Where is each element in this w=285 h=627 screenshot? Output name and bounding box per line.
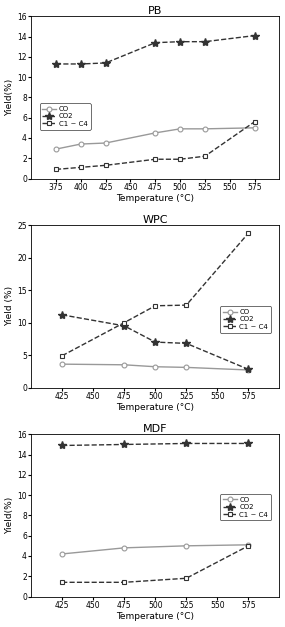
CO2 (60, 441, 64, 449)
CO2 (178, 38, 182, 45)
X-axis label: Temperature (°C): Temperature (°C) (116, 194, 194, 203)
CO2 (247, 366, 250, 373)
CO2 (154, 39, 157, 46)
C1 ~ C4 (154, 302, 157, 310)
Line: C1 ~ C4: C1 ~ C4 (54, 119, 257, 172)
C1 ~ C4 (54, 166, 58, 173)
CO (247, 541, 250, 549)
C1 ~ C4 (123, 319, 126, 327)
CO2 (253, 32, 256, 40)
CO2 (79, 60, 82, 68)
C1 ~ C4 (247, 229, 250, 237)
CO2 (203, 38, 207, 45)
C1 ~ C4 (79, 164, 82, 171)
Line: CO: CO (54, 125, 257, 152)
Legend: CO, CO2, C1 ~ C4: CO, CO2, C1 ~ C4 (40, 103, 91, 130)
Y-axis label: Yield(%): Yield(%) (5, 497, 15, 534)
C1 ~ C4 (185, 302, 188, 309)
Legend: CO, CO2, C1 ~ C4: CO, CO2, C1 ~ C4 (220, 306, 271, 332)
CO2 (60, 311, 64, 319)
Title: PB: PB (148, 6, 162, 16)
Title: WPC: WPC (142, 214, 168, 224)
C1 ~ C4 (247, 542, 250, 550)
CO2 (123, 322, 126, 330)
Legend: CO, CO2, C1 ~ C4: CO, CO2, C1 ~ C4 (220, 494, 271, 520)
CO (60, 361, 64, 368)
CO2 (185, 440, 188, 447)
C1 ~ C4 (185, 574, 188, 582)
C1 ~ C4 (203, 152, 207, 160)
CO (123, 544, 126, 552)
CO (104, 139, 107, 147)
CO2 (123, 441, 126, 448)
CO2 (54, 60, 58, 68)
Y-axis label: Yield(%): Yield(%) (5, 79, 15, 116)
C1 ~ C4 (123, 579, 126, 586)
Line: CO: CO (60, 362, 251, 372)
CO (247, 366, 250, 374)
Line: C1 ~ C4: C1 ~ C4 (60, 231, 251, 358)
X-axis label: Temperature (°C): Temperature (°C) (116, 613, 194, 621)
C1 ~ C4 (154, 155, 157, 163)
CO2 (104, 59, 107, 66)
Line: CO: CO (60, 542, 251, 556)
CO (54, 145, 58, 153)
Line: CO2: CO2 (58, 440, 253, 450)
CO (253, 124, 256, 132)
CO (178, 125, 182, 132)
CO (60, 550, 64, 557)
C1 ~ C4 (253, 118, 256, 125)
X-axis label: Temperature (°C): Temperature (°C) (116, 403, 194, 413)
Title: MDF: MDF (143, 424, 168, 433)
CO2 (185, 340, 188, 347)
Line: CO2: CO2 (52, 31, 259, 68)
C1 ~ C4 (60, 352, 64, 359)
CO2 (247, 440, 250, 447)
C1 ~ C4 (60, 579, 64, 586)
Y-axis label: Yield (%): Yield (%) (5, 287, 15, 327)
C1 ~ C4 (104, 162, 107, 169)
CO2 (154, 339, 157, 346)
CO (123, 361, 126, 369)
C1 ~ C4 (178, 155, 182, 163)
CO (203, 125, 207, 132)
CO (185, 364, 188, 371)
Line: CO2: CO2 (58, 311, 253, 374)
CO (79, 140, 82, 148)
CO (154, 363, 157, 371)
CO (185, 542, 188, 550)
Line: C1 ~ C4: C1 ~ C4 (60, 544, 251, 585)
CO (154, 129, 157, 137)
